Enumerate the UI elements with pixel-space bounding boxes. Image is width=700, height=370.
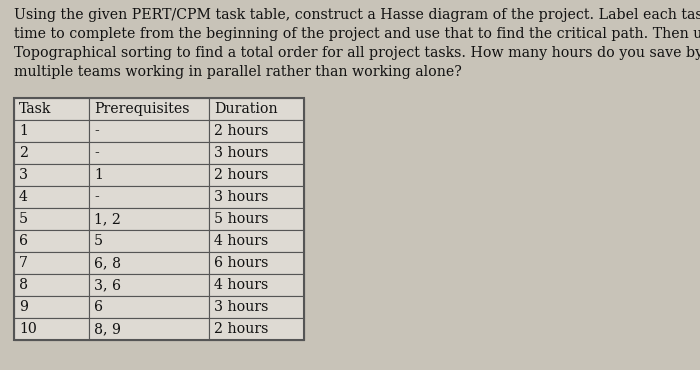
Text: 1: 1 bbox=[94, 168, 103, 182]
Text: 7: 7 bbox=[19, 256, 28, 270]
Bar bbox=[209, 98, 304, 120]
Bar bbox=[209, 230, 304, 252]
Bar bbox=[209, 252, 304, 274]
Bar bbox=[14, 142, 89, 164]
Text: 1, 2: 1, 2 bbox=[94, 212, 121, 226]
Bar bbox=[209, 120, 304, 142]
Text: -: - bbox=[94, 190, 99, 204]
Text: 3, 6: 3, 6 bbox=[94, 278, 121, 292]
Bar bbox=[14, 318, 89, 340]
Text: 8, 9: 8, 9 bbox=[94, 322, 121, 336]
Text: Topographical sorting to find a total order for all project tasks. How many hour: Topographical sorting to find a total or… bbox=[14, 46, 700, 60]
Text: -: - bbox=[94, 146, 99, 160]
Text: 5: 5 bbox=[94, 234, 103, 248]
Bar bbox=[209, 142, 304, 164]
Bar bbox=[209, 186, 304, 208]
Bar bbox=[89, 142, 209, 164]
Text: Task: Task bbox=[19, 102, 51, 116]
Text: 2 hours: 2 hours bbox=[214, 322, 268, 336]
Text: 2: 2 bbox=[19, 146, 28, 160]
Text: time to complete from the beginning of the project and use that to find the crit: time to complete from the beginning of t… bbox=[14, 27, 700, 41]
Bar bbox=[89, 230, 209, 252]
Bar bbox=[14, 230, 89, 252]
Bar bbox=[14, 208, 89, 230]
Text: 1: 1 bbox=[19, 124, 28, 138]
Bar bbox=[14, 274, 89, 296]
Text: 2 hours: 2 hours bbox=[214, 124, 268, 138]
Text: 9: 9 bbox=[19, 300, 28, 314]
Bar bbox=[14, 120, 89, 142]
Bar bbox=[209, 318, 304, 340]
Text: 5 hours: 5 hours bbox=[214, 212, 269, 226]
Text: multiple teams working in parallel rather than working alone?: multiple teams working in parallel rathe… bbox=[14, 65, 462, 79]
Bar bbox=[14, 296, 89, 318]
Bar bbox=[14, 98, 89, 120]
Bar bbox=[89, 208, 209, 230]
Text: 3 hours: 3 hours bbox=[214, 190, 268, 204]
Text: 3 hours: 3 hours bbox=[214, 146, 268, 160]
Text: 8: 8 bbox=[19, 278, 28, 292]
Bar bbox=[89, 164, 209, 186]
Bar bbox=[209, 296, 304, 318]
Bar bbox=[89, 318, 209, 340]
Text: 4 hours: 4 hours bbox=[214, 278, 268, 292]
Bar bbox=[209, 208, 304, 230]
Bar bbox=[14, 252, 89, 274]
Bar bbox=[209, 164, 304, 186]
Text: 4 hours: 4 hours bbox=[214, 234, 268, 248]
Text: 6: 6 bbox=[94, 300, 103, 314]
Text: 4: 4 bbox=[19, 190, 28, 204]
Bar bbox=[89, 120, 209, 142]
Bar bbox=[209, 274, 304, 296]
Text: Prerequisites: Prerequisites bbox=[94, 102, 190, 116]
Text: Using the given PERT/CPM task table, construct a Hasse diagram of the project. L: Using the given PERT/CPM task table, con… bbox=[14, 8, 700, 22]
Bar bbox=[89, 98, 209, 120]
Bar bbox=[89, 274, 209, 296]
Bar bbox=[89, 186, 209, 208]
Text: -: - bbox=[94, 124, 99, 138]
Text: 5: 5 bbox=[19, 212, 28, 226]
Bar bbox=[14, 164, 89, 186]
Text: 6: 6 bbox=[19, 234, 28, 248]
Text: Duration: Duration bbox=[214, 102, 278, 116]
Text: 6 hours: 6 hours bbox=[214, 256, 268, 270]
Text: 2 hours: 2 hours bbox=[214, 168, 268, 182]
Bar bbox=[89, 252, 209, 274]
Text: 3 hours: 3 hours bbox=[214, 300, 268, 314]
Text: 3: 3 bbox=[19, 168, 28, 182]
Text: 6, 8: 6, 8 bbox=[94, 256, 121, 270]
Text: 10: 10 bbox=[19, 322, 37, 336]
Bar bbox=[89, 296, 209, 318]
Bar bbox=[14, 98, 304, 340]
Bar bbox=[14, 186, 89, 208]
